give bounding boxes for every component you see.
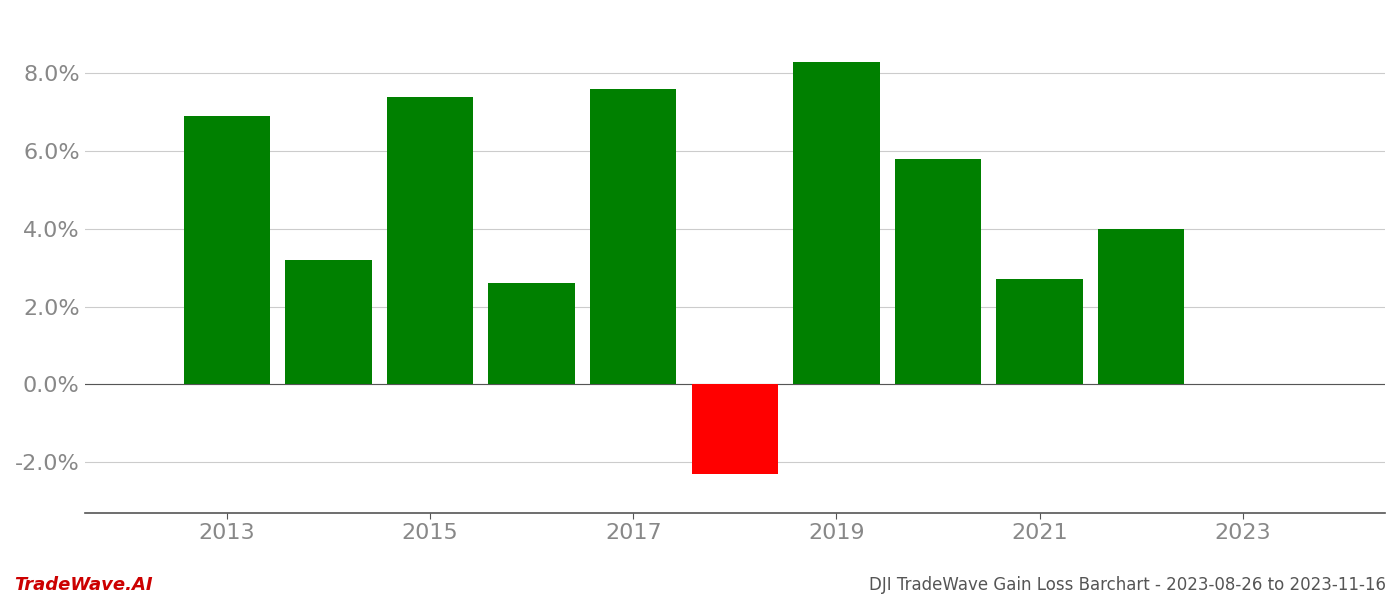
Bar (895, 159, 981, 385)
Text: DJI TradeWave Gain Loss Barchart - 2023-08-26 to 2023-11-16: DJI TradeWave Gain Loss Barchart - 2023-… (869, 576, 1386, 594)
Bar (692, 385, 778, 474)
Bar (794, 62, 879, 385)
Bar (183, 116, 270, 385)
Bar (286, 260, 371, 385)
Bar (386, 97, 473, 385)
Bar (489, 283, 575, 385)
Bar (1098, 229, 1184, 385)
Bar (589, 89, 676, 385)
Text: TradeWave.AI: TradeWave.AI (14, 576, 153, 594)
Bar (997, 280, 1082, 385)
